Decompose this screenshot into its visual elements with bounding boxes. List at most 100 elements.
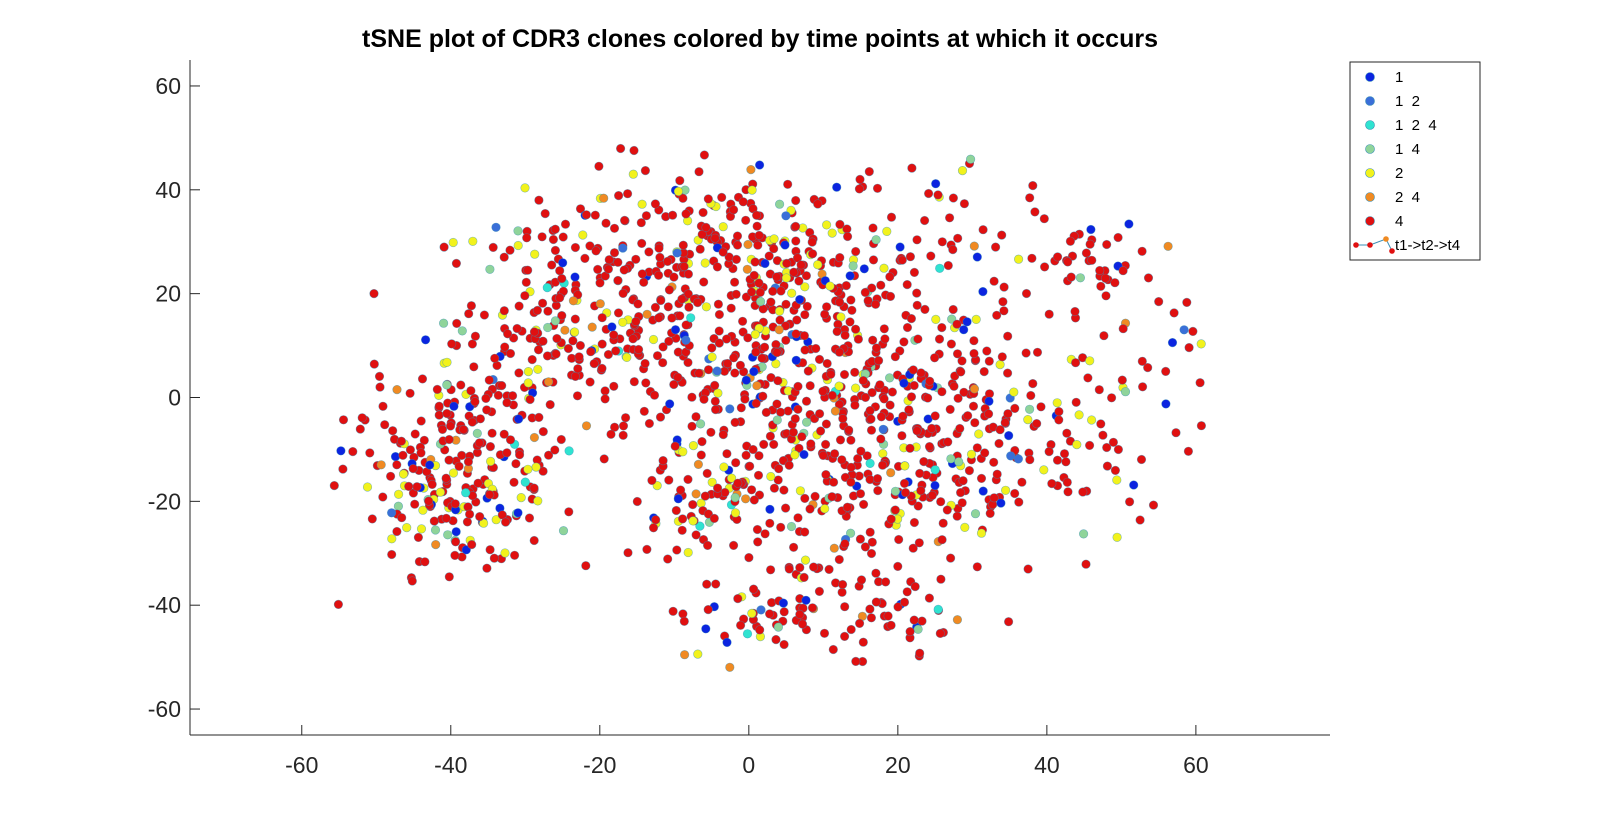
scatter-point [444,455,454,465]
scatter-point [695,244,705,254]
scatter-point [996,498,1006,508]
scatter-point [693,459,704,470]
scatter-point [971,314,981,325]
scatter-point [732,240,743,250]
scatter-point [886,514,896,524]
scatter-point [675,485,686,495]
scatter-point [601,218,611,228]
scatter-point [670,441,680,451]
scatter-point [1010,403,1020,414]
scatter-point [629,377,639,387]
scatter-point [984,356,994,366]
scatter-point [1036,402,1046,412]
scatter-point [533,496,543,506]
legend-entry-label: 4 [1395,213,1403,230]
scatter-point [655,252,665,262]
scatter-point [1065,236,1075,246]
scatter-point [909,380,919,391]
scatter-point [868,335,878,345]
scatter-point [781,299,791,309]
scatter-point [846,295,856,305]
scatter-point [1059,449,1070,459]
scatter-point [408,464,418,474]
scatter-point [877,460,888,470]
legend-marker [1365,96,1375,106]
scatter-point [1047,479,1057,489]
scatter-point [871,597,881,607]
scatter-point [600,394,610,404]
scatter-point [714,309,725,320]
scatter-point [969,336,979,346]
scatter-point [543,450,554,460]
scatter-point [1054,415,1064,425]
scatter-point [564,507,574,517]
scatter-point [618,243,628,253]
scatter-point [748,444,758,455]
scatter-point [439,242,449,252]
scatter-point [930,411,940,421]
scatter-point [931,314,941,325]
scatter-point [475,414,486,424]
scatter-point [839,631,850,642]
scatter-point [858,637,868,647]
scatter-point [555,266,565,276]
scatter-point [581,561,591,571]
scatter-point [531,462,541,472]
scatter-point [886,468,896,478]
scatter-point [653,270,664,280]
scatter-point [769,244,779,254]
chart-title: tSNE plot of CDR3 clones colored by time… [362,25,1158,53]
scatter-point [637,269,647,279]
scatter-point [906,392,917,402]
scatter-point [965,154,976,164]
scatter-point [1030,207,1040,217]
scatter-point [695,521,705,531]
scatter-point [1003,617,1014,627]
scatter-point [845,317,855,327]
scatter-point [899,378,909,388]
scatter-point [669,272,679,282]
scatter-point [924,593,935,603]
scatter-point [633,299,643,309]
scatter-point [420,557,430,567]
scatter-point [749,270,759,281]
scatter-point [664,336,674,346]
scatter-point [378,401,388,411]
scatter-point [338,464,348,474]
scatter-point [908,543,918,553]
scatter-point [542,283,552,293]
scatter-point [466,386,476,396]
scatter-point [416,416,426,426]
scatter-point [894,534,904,545]
scatter-point [550,316,561,326]
scatter-point [434,401,444,411]
scatter-point [529,327,540,337]
scatter-point [392,385,402,395]
scatter-point [677,294,687,304]
scatter-point [396,436,407,446]
scatter-point [527,355,537,365]
scatter-point [543,322,553,333]
scatter-point [765,565,776,575]
scatter-point [587,322,597,332]
scatter-point [1003,331,1013,341]
scatter-point [929,353,940,363]
scatter-point [978,225,988,235]
scatter-point [557,274,567,284]
scatter-point [683,547,693,558]
scatter-point [687,421,697,431]
scatter-point [926,251,936,261]
scatter-point [851,246,861,257]
scatter-point [871,343,882,353]
legend-marker [1365,144,1375,154]
scatter-point [1137,246,1147,256]
scatter-point [755,287,765,298]
scatter-point [735,620,746,630]
scatter-point [834,347,845,357]
scatter-point [876,434,886,444]
scatter-point [404,481,414,492]
scatter-point [834,554,844,565]
scatter-point [490,353,500,363]
scatter-point [868,255,879,265]
scatter-point [870,299,881,309]
